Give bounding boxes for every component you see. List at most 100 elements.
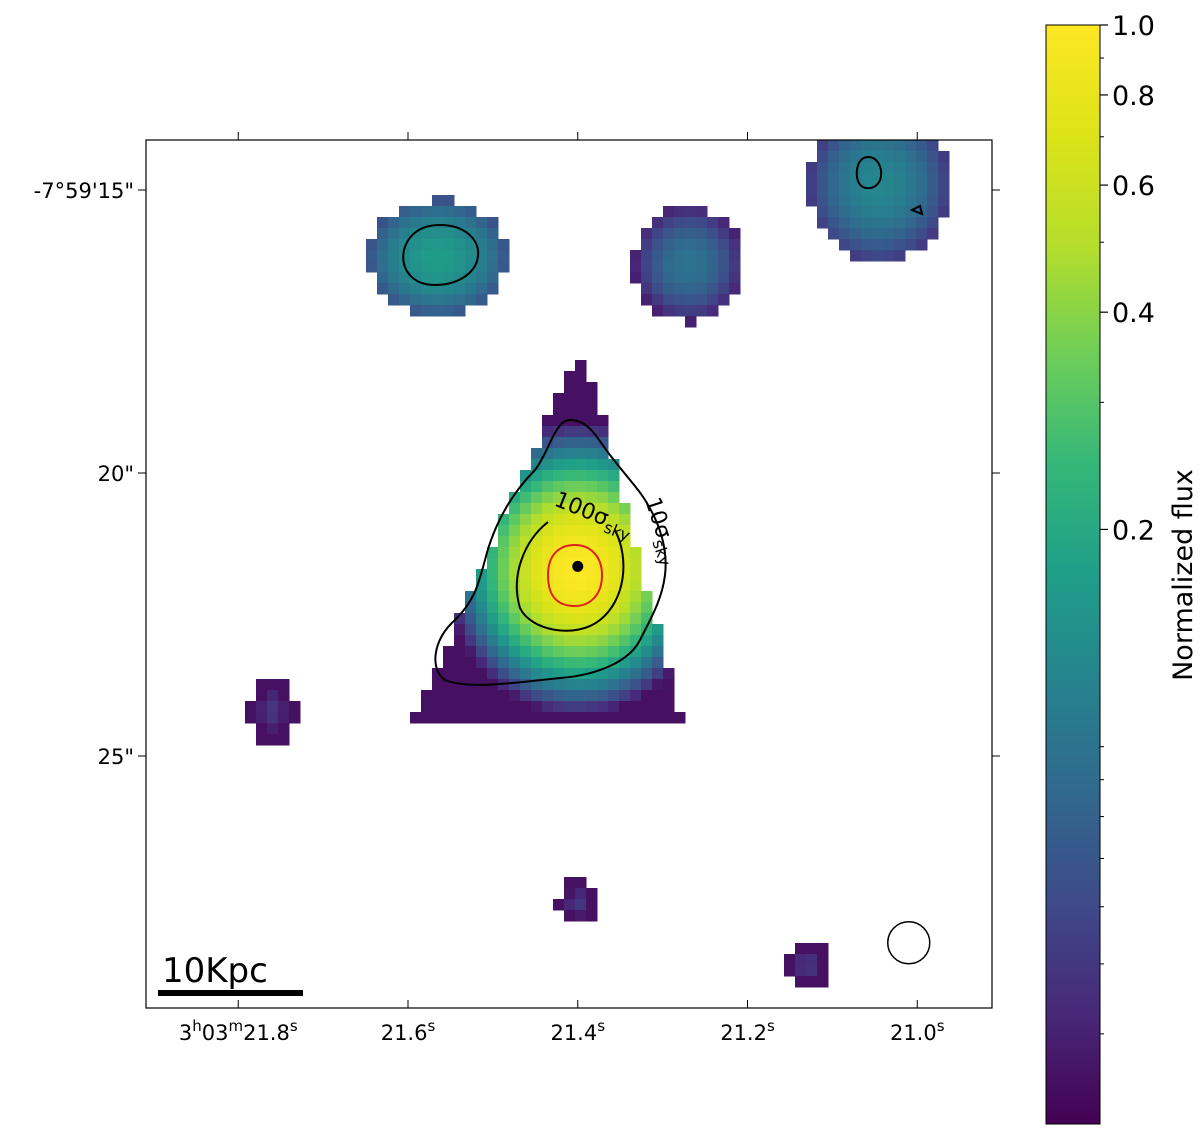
heatmap-pixel — [784, 965, 796, 977]
heatmap-pixel — [806, 195, 818, 207]
heatmap-pixel — [663, 272, 675, 284]
heatmap-pixel — [619, 525, 631, 537]
heatmap-pixel — [531, 646, 543, 658]
heatmap-pixel — [388, 283, 400, 295]
heatmap-pixel — [608, 602, 620, 614]
heatmap-pixel — [652, 250, 664, 262]
heatmap-pixel — [652, 679, 664, 691]
contour-label-10: 10σsky — [635, 494, 684, 568]
heatmap-pixel — [652, 635, 664, 647]
heatmap-pixel — [432, 206, 444, 218]
heatmap-pixel — [872, 184, 884, 196]
heatmap-pixel — [597, 690, 609, 702]
heatmap-pixel — [674, 239, 686, 251]
heatmap-pixel — [509, 536, 521, 548]
heatmap-pixel — [421, 206, 433, 218]
heatmap-pixel — [575, 415, 587, 427]
heatmap-pixel — [465, 635, 477, 647]
heatmap-pixel — [542, 602, 554, 614]
heatmap-pixel — [476, 657, 488, 669]
heatmap-pixel — [509, 624, 521, 636]
x-tick-label: 3h03m21.8s — [179, 1017, 298, 1045]
heatmap-pixel — [806, 965, 818, 977]
heatmap-pixel — [707, 305, 719, 317]
heatmap-pixel — [630, 602, 642, 614]
heatmap-pixel — [586, 558, 598, 570]
heatmap-pixel — [883, 184, 895, 196]
heatmap-pixel — [608, 657, 620, 669]
heatmap-pixel — [916, 217, 928, 229]
heatmap-pixel — [443, 239, 455, 251]
heatmap-pixel — [553, 470, 565, 482]
heatmap-pixel — [487, 217, 499, 229]
heatmap-pixel — [916, 228, 928, 240]
heatmap-pixel — [564, 580, 576, 592]
heatmap-pixel — [476, 591, 488, 603]
heatmap-pixel — [784, 954, 796, 966]
heatmap-pixel — [883, 228, 895, 240]
heatmap-pixel — [652, 668, 664, 680]
heatmap-pixel — [564, 459, 576, 471]
heatmap-pixel — [256, 679, 268, 691]
heatmap-pixel — [487, 690, 499, 702]
heatmap-pixel — [487, 558, 499, 570]
heatmap-pixel — [707, 294, 719, 306]
heatmap-pixel — [531, 712, 543, 724]
heatmap-pixel — [608, 591, 620, 603]
heatmap-pixel — [663, 261, 675, 273]
heatmap-pixel — [553, 558, 565, 570]
heatmap-pixel — [498, 635, 510, 647]
heatmap-pixel — [674, 228, 686, 240]
heatmap-pixel — [454, 679, 466, 691]
heatmap-pixel — [520, 503, 532, 515]
heatmap-pixel — [454, 646, 466, 658]
heatmap-pixel — [498, 261, 510, 273]
y-axis-ticks: -7°59'15" 20" 25" — [34, 179, 1000, 769]
heatmap-pixel — [377, 261, 389, 273]
heatmap-pixel — [872, 162, 884, 174]
heatmap-pixel — [575, 514, 587, 526]
heatmap-pixel — [520, 635, 532, 647]
heatmap-pixel — [531, 492, 543, 504]
heatmap-pixel — [696, 250, 708, 262]
heatmap-pixel — [498, 525, 510, 537]
heatmap-pixel — [619, 712, 631, 724]
heatmap-pixel — [487, 613, 499, 625]
heatmap-pixel — [256, 723, 268, 735]
heatmap-pixel — [443, 261, 455, 273]
heatmap-pixel — [630, 690, 642, 702]
heatmap-pixel — [531, 602, 543, 614]
heatmap-pixel — [542, 646, 554, 658]
heatmap-pixel — [586, 657, 598, 669]
heatmap-pixel — [685, 239, 697, 251]
heatmap-pixel — [542, 580, 554, 592]
heatmap-pixel — [520, 701, 532, 713]
heatmap-pixel — [916, 184, 928, 196]
heatmap-pixel — [498, 547, 510, 559]
heatmap-pixel — [663, 679, 675, 691]
heatmap-pixel — [520, 580, 532, 592]
heatmap-pixel — [619, 503, 631, 515]
heatmap-pixel — [597, 558, 609, 570]
heatmap-pixel — [575, 437, 587, 449]
heatmap-pixel — [575, 426, 587, 438]
heatmap-pixel — [421, 690, 433, 702]
heatmap-pixel — [531, 459, 543, 471]
heatmap-pixel — [454, 250, 466, 262]
heatmap-pixel — [542, 536, 554, 548]
heatmap-pixel — [608, 536, 620, 548]
heatmap-pixel — [674, 712, 686, 724]
heatmap-pixel — [586, 668, 598, 680]
heatmap-pixel — [729, 272, 741, 284]
heatmap-pixel — [927, 140, 939, 152]
heatmap-pixel — [806, 173, 818, 185]
heatmap-pixel — [564, 382, 576, 394]
heatmap-pixel — [542, 547, 554, 559]
heatmap-pixel — [487, 250, 499, 262]
heatmap-pixel — [564, 547, 576, 559]
heatmap-pixel — [465, 294, 477, 306]
heatmap-pixel — [597, 547, 609, 559]
heatmap-pixel — [696, 206, 708, 218]
heatmap-pixel — [542, 679, 554, 691]
heatmap-pixel — [289, 712, 301, 724]
